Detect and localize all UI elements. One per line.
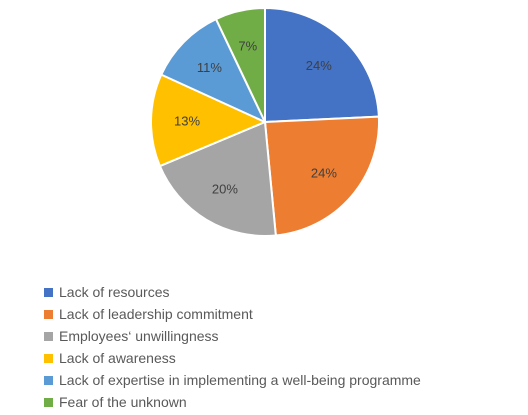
legend-swatch-4	[44, 353, 53, 363]
data-label-4: 13%	[174, 113, 200, 128]
legend-label-2: Lack of leadership commitment	[59, 306, 253, 322]
data-label-6: 7%	[238, 38, 257, 53]
pie-slice-3	[158, 121, 277, 237]
legend-swatch-3	[44, 331, 53, 341]
chart-legend: Lack of resources Lack of leadership comm…	[44, 281, 421, 413]
legend-swatch-5	[44, 375, 53, 385]
legend-entry-2: Lack of leadership commitment	[44, 303, 421, 325]
legend-swatch-6	[44, 397, 53, 407]
legend-entry-1: Lack of resources	[44, 281, 421, 303]
legend-label-3: Employees‘ unwillingness	[59, 328, 219, 344]
pie-plot-area: 24% 24% 20% 13% 11% 7%	[150, 7, 380, 237]
pie-slice-2	[264, 115, 380, 237]
legend-label-4: Lack of awareness	[59, 350, 176, 366]
legend-swatch-1	[44, 287, 53, 297]
data-label-3: 20%	[212, 181, 238, 196]
legend-entry-6: Fear of the unknown	[44, 391, 421, 413]
legend-label-6: Fear of the unknown	[59, 394, 187, 410]
pie-slice-6	[215, 7, 266, 123]
legend-label-5: Lack of expertise in implementing a well…	[59, 372, 421, 388]
data-label-2: 24%	[311, 166, 337, 181]
pie-slice-4	[150, 73, 266, 168]
data-label-5: 11%	[197, 60, 222, 75]
pie-slice-1	[264, 7, 380, 123]
pie-slice-5	[160, 18, 266, 123]
legend-entry-4: Lack of awareness	[44, 347, 421, 369]
data-label-1: 24%	[306, 58, 332, 73]
legend-entry-3: Employees‘ unwillingness	[44, 325, 421, 347]
legend-entry-5: Lack of expertise in implementing a well…	[44, 369, 421, 391]
legend-label-1: Lack of resources	[59, 284, 170, 300]
legend-swatch-2	[44, 309, 53, 319]
